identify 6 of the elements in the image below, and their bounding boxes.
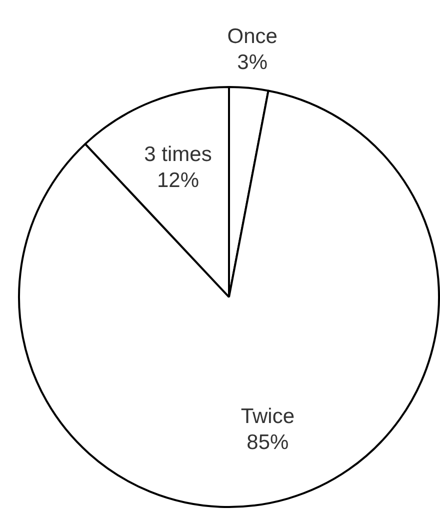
data-label: 3%	[237, 50, 268, 74]
data-label: 12%	[156, 168, 199, 192]
slice-label: Twice	[240, 404, 295, 428]
data-label: 85%	[246, 430, 289, 454]
slice-label: Once	[227, 24, 278, 48]
slice-label: 3 times	[144, 142, 212, 166]
